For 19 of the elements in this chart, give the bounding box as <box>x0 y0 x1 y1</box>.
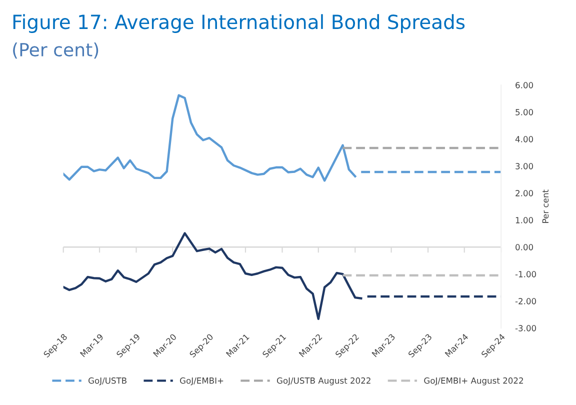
line-series <box>63 232 362 320</box>
y-tick-label: 6.00 <box>516 82 534 88</box>
y-tick-label: 2.00 <box>516 190 534 196</box>
legend-label: GoJ/USTB <box>88 377 126 386</box>
legend-label: GoJ/USTB August 2022 <box>276 377 370 386</box>
line-series <box>63 94 356 182</box>
y-axis-title: Per cent <box>542 190 549 223</box>
legend-label: GoJ/EMBI+ August 2022 <box>424 377 523 386</box>
y-tick-label: 5.00 <box>516 109 534 116</box>
y-tick-label: -2.00 <box>515 298 536 304</box>
y-tick-label: 0.00 <box>516 244 534 250</box>
chart-title: Figure 17: Average International Bond Spreads <box>13 14 465 33</box>
y-tick-label: -1.00 <box>515 271 536 278</box>
legend-label: GoJ/EMBI+ <box>180 377 224 386</box>
chart-subtitle: (Per cent) <box>13 42 98 59</box>
y-tick-label: 1.00 <box>516 217 534 224</box>
y-tick-label: 3.00 <box>516 163 534 170</box>
y-tick-label: 4.00 <box>515 136 534 142</box>
y-tick-label: -3.00 <box>515 325 536 332</box>
